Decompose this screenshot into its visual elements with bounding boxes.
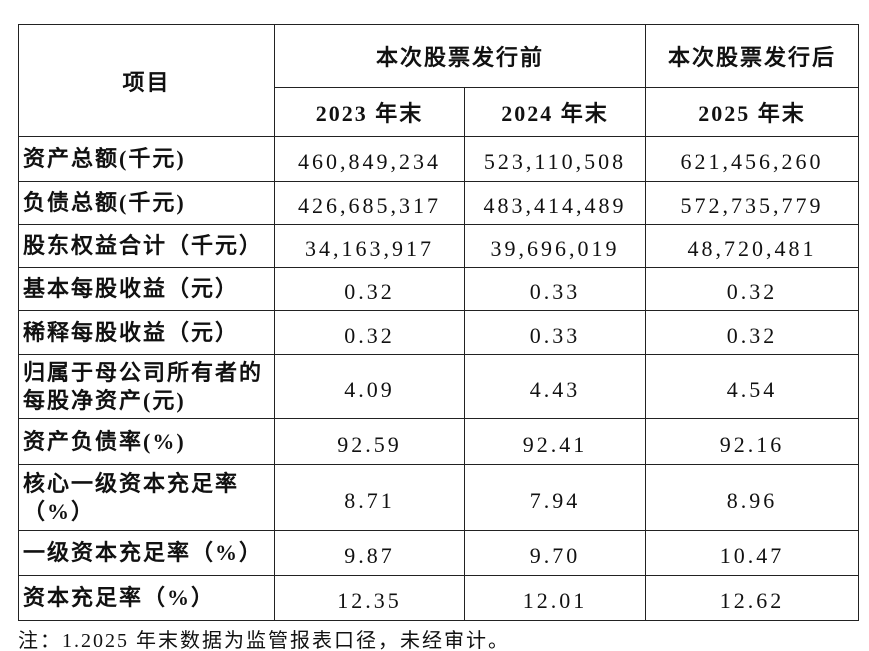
row-label: 一级资本充足率（%）	[18, 530, 275, 576]
cell-value: 92.59	[274, 418, 465, 465]
cell-value: 8.96	[645, 464, 860, 531]
header-year: 2025 年末	[645, 87, 860, 137]
row-label: 资产负债率(%)	[18, 418, 275, 465]
cell-value: 4.09	[274, 354, 465, 419]
cell-value: 0.32	[645, 267, 860, 311]
table-row: 归属于母公司所有者的每股净资产(元) 4.09 4.43 4.54	[18, 354, 860, 419]
cell-value: 483,414,489	[463, 181, 647, 225]
cell-value: 621,456,260	[645, 136, 860, 182]
cell-value: 8.71	[274, 464, 465, 531]
table-row: 一级资本充足率（%） 9.87 9.70 10.47	[18, 530, 860, 576]
table-row: 基本每股收益（元） 0.32 0.33 0.32	[18, 267, 860, 311]
cell-value: 0.32	[274, 310, 465, 355]
cell-value: 7.94	[463, 464, 647, 531]
cell-value: 12.01	[463, 575, 647, 621]
cell-value: 426,685,317	[274, 181, 465, 225]
cell-value: 39,696,019	[463, 224, 647, 268]
table-row: 资产负债率(%) 92.59 92.41 92.16	[18, 418, 860, 465]
financial-table: 项目 本次股票发行前 本次股票发行后 2023 年末 2024 年末 2025 …	[18, 24, 860, 621]
note: 注：1.2025 年末数据为监管报表口径，未经审计。	[18, 630, 510, 651]
cell-value: 12.62	[645, 575, 860, 621]
cell-value: 460,849,234	[274, 136, 465, 182]
cell-value: 12.35	[274, 575, 465, 621]
cell-value: 0.33	[463, 310, 647, 355]
header-year: 2024 年末	[463, 87, 647, 137]
header-group: 本次股票发行后	[645, 24, 860, 88]
row-label: 稀释每股收益（元）	[18, 310, 275, 355]
cell-value: 572,735,779	[645, 181, 860, 225]
cell-value: 10.47	[645, 530, 860, 576]
table-row: 资产总额(千元) 460,849,234 523,110,508 621,456,26…	[18, 136, 860, 182]
table-row: 稀释每股收益（元） 0.32 0.33 0.32	[18, 310, 860, 355]
table-row: 资本充足率（%） 12.35 12.01 12.62	[18, 575, 860, 621]
table-row: 核心一级资本充足率（%） 8.71 7.94 8.96	[18, 464, 860, 531]
table-row: 股东权益合计（千元） 34,163,917 39,696,019 48,720,481	[18, 224, 860, 268]
cell-value: 0.32	[645, 310, 860, 355]
table-body: 资产总额(千元) 460,849,234 523,110,508 621,456,26…	[18, 136, 860, 621]
header-year: 2023 年末	[274, 87, 465, 137]
cell-value: 9.87	[274, 530, 465, 576]
cell-value: 92.41	[463, 418, 647, 465]
cell-value: 48,720,481	[645, 224, 860, 268]
row-label: 股东权益合计（千元）	[18, 224, 275, 268]
header-group: 本次股票发行前	[273, 24, 647, 88]
cell-value: 4.54	[645, 354, 860, 419]
row-label: 基本每股收益（元）	[18, 267, 275, 311]
cell-value: 92.16	[645, 418, 860, 465]
cell-value: 0.33	[463, 267, 647, 311]
row-label: 负债总额(千元)	[18, 181, 275, 225]
cell-value: 523,110,508	[463, 136, 647, 182]
header-item: 项目	[18, 24, 275, 137]
row-label: 归属于母公司所有者的每股净资产(元)	[18, 354, 275, 419]
row-label: 资产总额(千元)	[18, 136, 275, 182]
cell-value: 4.43	[463, 354, 647, 419]
cell-value: 9.70	[463, 530, 647, 576]
row-label: 资本充足率（%）	[18, 575, 275, 621]
row-label: 核心一级资本充足率（%）	[18, 464, 275, 531]
table-row: 负债总额(千元) 426,685,317 483,414,489 572,735,77…	[18, 181, 860, 225]
cell-value: 0.32	[274, 267, 465, 311]
cell-value: 34,163,917	[274, 224, 465, 268]
